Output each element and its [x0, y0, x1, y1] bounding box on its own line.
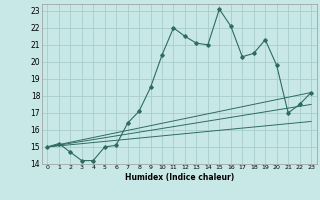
X-axis label: Humidex (Indice chaleur): Humidex (Indice chaleur)	[124, 173, 234, 182]
